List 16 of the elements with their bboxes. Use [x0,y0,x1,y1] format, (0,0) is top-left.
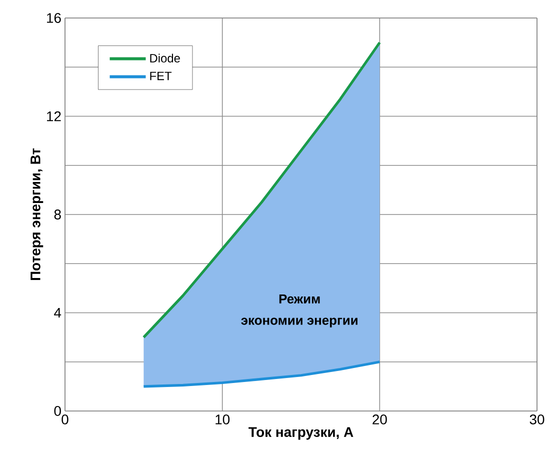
x-tick-label: 0 [62,414,68,424]
x-tick-label: 10 [216,414,230,424]
legend-label: FET [150,72,172,80]
y-tick-label: 0 [54,406,61,416]
y-tick-label: 8 [54,210,61,220]
y-tick-label: 16 [47,13,61,23]
annotation: Режим [279,294,320,304]
y-tick-label: 4 [54,308,62,318]
x-tick-label: 20 [372,414,387,424]
legend-label: Diode [150,54,180,62]
x-tick-label: 30 [530,414,544,424]
y-tick-label: 12 [47,111,61,122]
x-axis-title: Ток нагрузки, А [248,427,354,440]
annotation: экономии энергии [241,318,358,328]
y-axis-title: Потеря энергии, Вт [30,148,44,280]
line-series [142,360,381,388]
